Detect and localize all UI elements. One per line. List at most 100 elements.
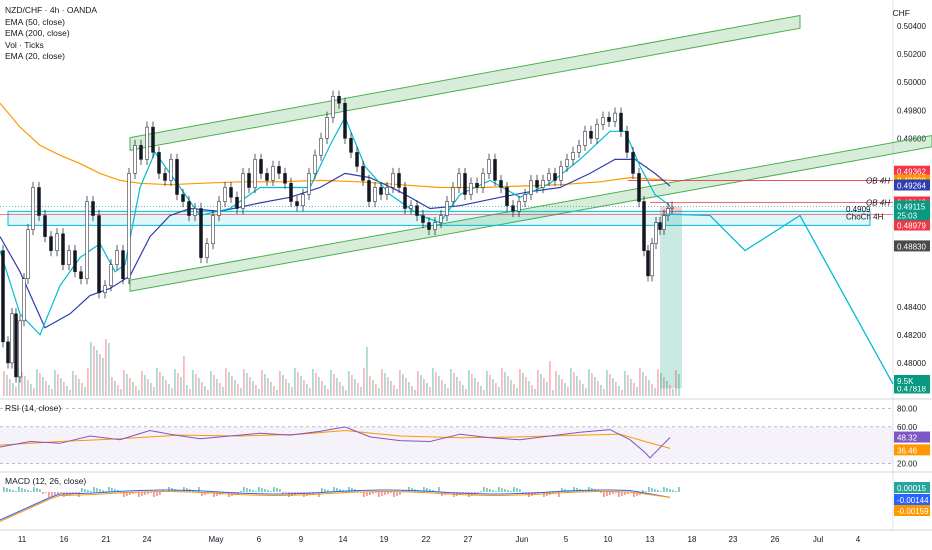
y-tick-label: 0.48000	[897, 359, 926, 368]
legend-ema200[interactable]: EMA (200, close)	[5, 28, 70, 38]
macd-histogram-bar	[18, 487, 20, 492]
macd-histogram-bar	[384, 492, 386, 495]
volume-bar	[90, 342, 92, 396]
macd-histogram-bar	[525, 492, 527, 493]
legend-volume[interactable]: Vol · Ticks	[5, 39, 44, 50]
candle-body	[18, 320, 22, 378]
y-tick-label: 0.49800	[897, 106, 926, 115]
macd-histogram-bar	[465, 492, 467, 493]
volume-bar	[375, 384, 377, 396]
candle-body	[313, 154, 317, 174]
macd-histogram-bar	[9, 489, 11, 492]
candle-body	[385, 187, 389, 195]
volume-bar	[426, 383, 428, 396]
macd-histogram-bar	[285, 492, 287, 493]
volume-bar	[513, 384, 515, 396]
macd-histogram-bar	[663, 487, 665, 492]
x-tick-label: 18	[688, 535, 697, 544]
candle-body	[67, 250, 71, 265]
volume-bar	[165, 380, 167, 396]
volume-bar	[351, 375, 353, 396]
volume-bar	[570, 368, 572, 396]
ema50-line	[0, 158, 671, 329]
volume-tag: 9.5K	[897, 377, 914, 386]
macd-histogram-bar	[300, 492, 302, 493]
candle-body	[211, 215, 215, 244]
candle-body	[319, 138, 323, 156]
volume-bar	[156, 368, 158, 396]
macd-histogram-bar	[351, 488, 353, 492]
macd-histogram-bar	[84, 489, 86, 492]
candle-body	[151, 126, 155, 153]
macd-histogram-bar	[243, 487, 245, 492]
x-tick-label: 19	[380, 535, 389, 544]
candle-body	[343, 103, 347, 139]
volume-bar	[372, 380, 374, 396]
volume-bar	[177, 373, 179, 396]
macd-histogram-bar	[255, 491, 257, 492]
volume-bar	[195, 374, 197, 396]
macd-histogram-bar	[399, 492, 401, 495]
rsi-label[interactable]: RSI (14, close)	[5, 403, 62, 413]
candle-body	[367, 180, 371, 202]
macd-histogram-bar	[633, 492, 635, 497]
macd-histogram-bar	[60, 492, 62, 493]
legend-ema20[interactable]: EMA (20, close)	[5, 51, 65, 61]
macd-histogram-bar	[615, 492, 617, 493]
rsi-line	[0, 426, 671, 459]
volume-bar	[564, 383, 566, 396]
volume-bar	[150, 383, 152, 396]
volume-bar	[543, 378, 545, 396]
macd-label[interactable]: MACD (12, 26, close)	[5, 476, 87, 486]
candle-body	[547, 173, 551, 181]
candle-body	[595, 124, 599, 139]
rsi-level-label: 80.00	[897, 405, 918, 414]
ob-label: OB 4H	[866, 198, 890, 207]
x-tick-label: 5	[564, 535, 569, 544]
macd-histogram-bar	[48, 492, 50, 497]
candle-body	[103, 285, 107, 293]
candle-body	[541, 180, 545, 188]
price-tag: 0.48830	[897, 242, 926, 251]
stop-loss-zone	[660, 206, 682, 215]
macd-histogram-bar	[669, 489, 671, 492]
macd-histogram-bar	[123, 492, 125, 497]
candle-body	[133, 145, 137, 174]
volume-bar	[438, 376, 440, 396]
macd-histogram-bar	[240, 491, 242, 492]
x-tick-label: 11	[18, 535, 27, 544]
candle-body	[43, 215, 47, 237]
candle-body	[229, 187, 233, 198]
macd-histogram-bar	[6, 488, 8, 492]
macd-histogram-bar	[609, 492, 611, 495]
volume-bar	[330, 370, 332, 396]
volume-bar	[357, 383, 359, 396]
candle-body	[187, 201, 191, 216]
volume-bar	[111, 377, 113, 396]
macd-histogram-bar	[495, 491, 497, 492]
volume-bar	[576, 376, 578, 396]
volume-bar	[204, 386, 206, 396]
volume-bar	[282, 375, 284, 396]
candle-body	[427, 222, 431, 230]
macd-histogram-bar	[393, 492, 395, 497]
volume-bar	[363, 368, 365, 396]
volume-bar	[30, 384, 32, 396]
candle-body	[121, 250, 125, 279]
volume-bar	[429, 387, 431, 396]
candle-body	[613, 112, 617, 122]
x-tick-label: Jun	[516, 535, 529, 544]
macd-histogram-bar	[264, 489, 266, 492]
symbol-title[interactable]: NZD/CHF · 4h · OANDA	[5, 5, 98, 15]
legend-ema50[interactable]: EMA (50, close)	[5, 16, 65, 27]
candle-body	[22, 278, 26, 322]
rsi-ma-tag-bg	[894, 444, 930, 456]
volume-bar	[669, 385, 671, 396]
x-tick-label: May	[208, 535, 223, 544]
currency-label[interactable]: CHF	[892, 8, 910, 18]
y-tick-label: 0.48200	[897, 331, 926, 340]
macd-histogram-bar	[306, 492, 308, 496]
volume-bar	[546, 382, 548, 396]
macd-histogram-bar	[375, 492, 377, 493]
macd-histogram-bar	[348, 487, 350, 492]
